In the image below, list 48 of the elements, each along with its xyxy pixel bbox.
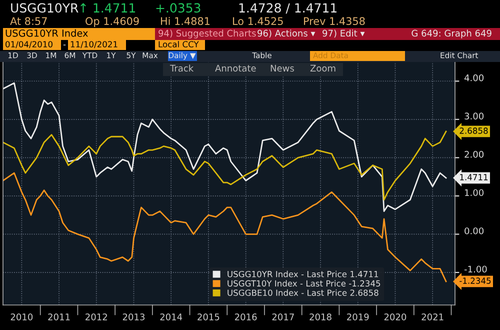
text: ↑ 1.4711 xyxy=(80,3,136,12)
x-tick-label: 2011 xyxy=(48,313,70,320)
text: USGG10YR Index xyxy=(6,29,88,37)
text: 97) Edit ▾ xyxy=(322,30,365,38)
text: 1.4711 xyxy=(460,174,488,180)
text: -1.2345 xyxy=(460,278,491,284)
text: G 649: Graph 649 xyxy=(412,30,492,38)
annotation: Zoom xyxy=(310,64,336,72)
x-tick-label: 2012 xyxy=(86,313,107,320)
line-series xyxy=(3,130,447,200)
x-tick-label: 2018 xyxy=(310,313,332,320)
y-tick-label: 0.00 xyxy=(464,227,484,234)
text: 2.6858 xyxy=(460,128,488,134)
y-tick-label: 4.00 xyxy=(464,74,484,82)
y-tick-label: -1.00 xyxy=(464,266,487,273)
text: Op 1.4609 xyxy=(86,17,139,28)
x-tick-label: 2013 xyxy=(122,313,145,320)
x-tick-label: 2021 xyxy=(422,313,444,320)
text: 94) Suggested Charts xyxy=(158,30,256,38)
text: Prev 1.4358 xyxy=(304,17,365,26)
y-tick-label: 3.00 xyxy=(464,112,484,120)
text: +.0353 xyxy=(156,3,200,13)
x-tick-label: 2010 xyxy=(10,313,33,320)
x-tick-label: 2017 xyxy=(272,313,294,320)
annotation: News xyxy=(270,64,294,72)
x-tick-label: 2016 xyxy=(234,313,257,320)
x-tick-label: 2014 xyxy=(160,313,182,320)
x-tick-label: 2020 xyxy=(384,313,406,320)
x-tick-label: 2019 xyxy=(347,313,369,320)
text: Hi 1.4881 xyxy=(161,16,210,26)
text: Local CCY xyxy=(158,40,199,48)
legend-label: USGGT10Y Index - Last Price -1.2345 xyxy=(228,280,380,287)
text: 11/10/2021 xyxy=(70,41,118,48)
text: USGG10YR xyxy=(11,3,78,13)
text: At 8:57 xyxy=(10,17,47,26)
legend-label: USGGBE10 Index - Last Price 2.6858 xyxy=(228,289,378,296)
text: 96) Actions ▾ xyxy=(258,30,316,38)
annotation: Annotate xyxy=(215,64,256,72)
line-series xyxy=(3,82,447,212)
y-tick-label: 1.00 xyxy=(465,189,484,196)
text: 01/04/2010 xyxy=(6,41,52,48)
annotation: Track xyxy=(170,64,194,72)
y-tick-label: 2.00 xyxy=(464,150,484,158)
text: 1.4728 / 1.4711 xyxy=(239,3,336,14)
legend-label: USGG10YR Index - Last Price 1.4711 xyxy=(228,270,378,278)
text: - xyxy=(63,44,66,46)
text: Lo 1.4525 xyxy=(233,17,283,26)
x-tick-label: 2015 xyxy=(198,313,220,320)
